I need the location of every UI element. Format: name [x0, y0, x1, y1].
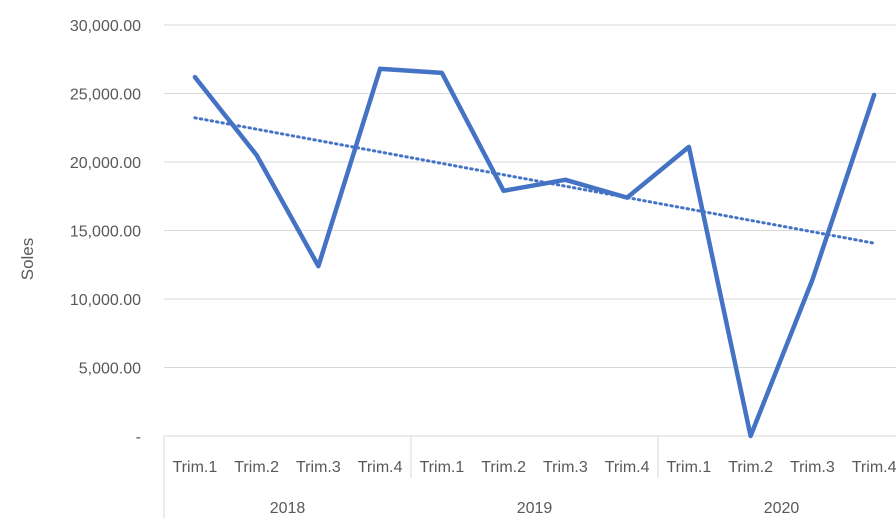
x-group-label: 2020 — [764, 500, 800, 517]
x-group-label: 2019 — [517, 500, 553, 517]
y-tick-label: 30,000.00 — [70, 18, 141, 35]
x-group-label: 2018 — [270, 500, 306, 517]
x-tick-label: Trim.2 — [234, 459, 279, 476]
x-tick-label: Trim.1 — [173, 459, 218, 476]
x-tick-label: Trim.3 — [543, 459, 588, 476]
x-tick-label: Trim.4 — [605, 459, 650, 476]
x-tick-label: Trim.4 — [852, 459, 896, 476]
x-tick-label: Trim.2 — [481, 459, 526, 476]
x-axis: Trim.1 Trim.2 Trim.3 Trim.4 Trim.1 Trim.2 Trim… — [164, 436, 896, 518]
y-tick-label: 25,000.00 — [70, 87, 141, 104]
x-tick-label: Trim.1 — [420, 459, 465, 476]
y-tick-label: 15,000.00 — [70, 224, 141, 241]
series-line — [195, 69, 874, 436]
x-tick-label: Trim.3 — [790, 459, 835, 476]
y-tick-label: - — [136, 429, 141, 446]
y-tick-label: 5,000.00 — [79, 361, 141, 378]
series — [195, 69, 874, 436]
x-tick-label: Trim.3 — [296, 459, 341, 476]
y-tick-label: 20,000.00 — [70, 155, 141, 172]
gridlines — [164, 25, 896, 368]
y-axis-tick-labels: - 5,000.00 10,000.00 15,000.00 20,000.00 25,0… — [70, 18, 141, 446]
y-tick-label: 10,000.00 — [70, 292, 141, 309]
y-axis-label: Soles — [18, 238, 37, 281]
x-tick-label: Trim.2 — [728, 459, 773, 476]
x-tick-label: Trim.1 — [667, 459, 712, 476]
x-tick-label: Trim.4 — [358, 459, 403, 476]
